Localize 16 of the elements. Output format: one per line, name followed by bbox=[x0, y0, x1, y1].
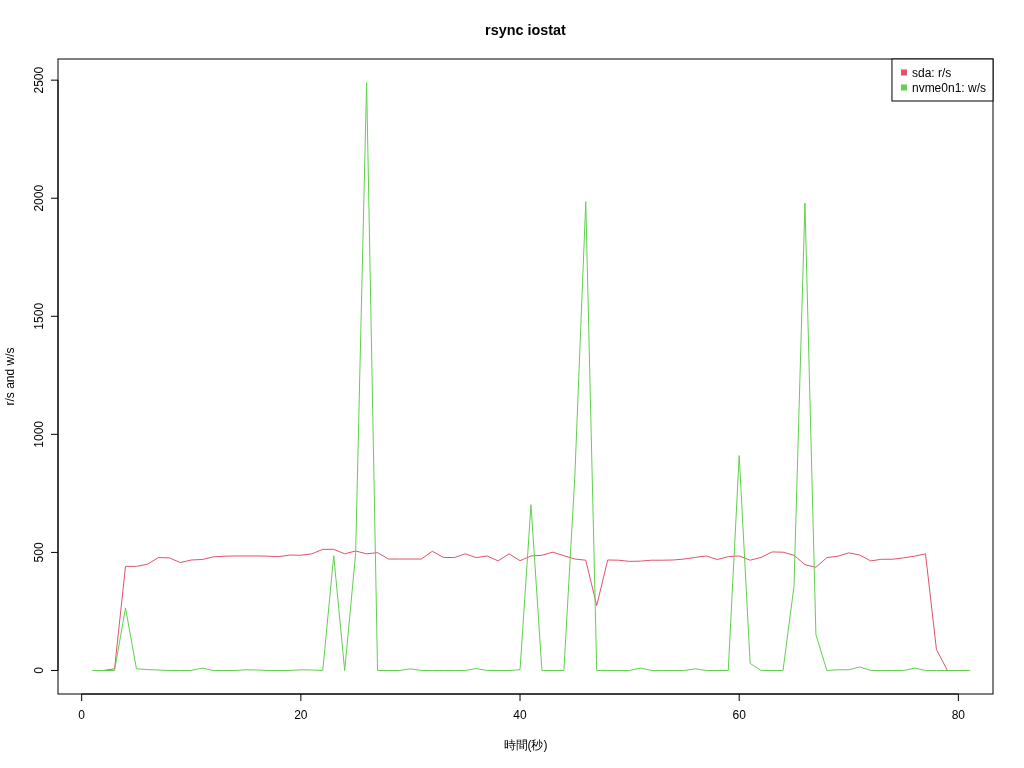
x-tick-label: 80 bbox=[951, 708, 966, 722]
x-tick-label: 60 bbox=[732, 708, 747, 722]
y-tick-label: 0 bbox=[32, 666, 46, 674]
y-tick-label: 1500 bbox=[32, 302, 46, 330]
legend-label: sda: r/s bbox=[911, 65, 952, 80]
legend-label: nvme0n1: w/s bbox=[911, 80, 986, 95]
y-tick-label: 1000 bbox=[32, 420, 46, 448]
x-tick-label: 20 bbox=[294, 708, 308, 722]
x-axis-title: 時間(秒) bbox=[503, 738, 548, 752]
chart-title: rsync iostat bbox=[485, 22, 567, 38]
x-tick-label: 40 bbox=[513, 708, 528, 722]
y-tick-label: 2000 bbox=[32, 184, 46, 212]
y-axis-title: r/s and w/s bbox=[3, 347, 17, 406]
y-tick-label: 500 bbox=[32, 542, 46, 563]
y-tick-label: 2500 bbox=[32, 66, 46, 94]
x-tick-label: 0 bbox=[78, 708, 86, 722]
